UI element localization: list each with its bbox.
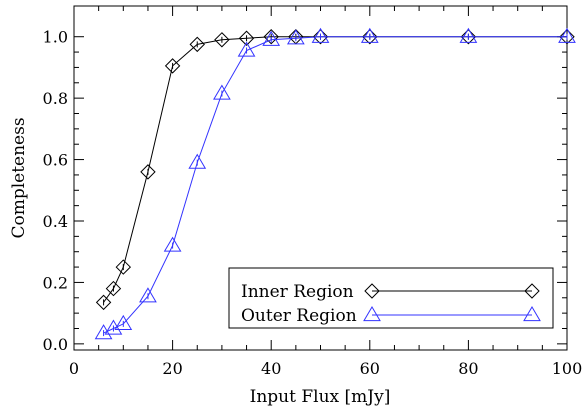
legend-marker-diamond bbox=[364, 283, 380, 299]
series-line bbox=[103, 36, 567, 334]
data-point-triangle bbox=[459, 27, 478, 43]
data-point-triangle bbox=[286, 29, 305, 45]
data-point-triangle bbox=[213, 84, 231, 100]
legend-box bbox=[228, 267, 554, 329]
data-point-triangle bbox=[104, 319, 123, 335]
data-point-diamond bbox=[312, 29, 329, 45]
series-layer bbox=[94, 27, 576, 340]
y-tick-label: 0.4 bbox=[43, 212, 68, 231]
y-tick-label: 1.0 bbox=[43, 28, 68, 47]
data-point-diamond bbox=[460, 29, 477, 45]
x-tick-label: 20 bbox=[162, 359, 182, 378]
y-tick-label: 0.0 bbox=[43, 335, 68, 354]
y-tick-label: 0.2 bbox=[43, 273, 68, 292]
x-axis-ticks: 0 20 40 60 80 100 bbox=[69, 6, 582, 378]
data-point-diamond bbox=[559, 29, 575, 45]
legend: Inner Region Outer Region bbox=[228, 267, 554, 329]
series-outer-region bbox=[94, 27, 576, 340]
legend-label: Inner Region bbox=[241, 282, 354, 302]
y-axis-ticks: 0.0 0.2 0.4 0.6 0.8 1.0 bbox=[43, 28, 567, 354]
data-point-triangle bbox=[188, 153, 207, 169]
data-point-diamond bbox=[105, 280, 122, 297]
data-point-diamond bbox=[164, 58, 181, 74]
x-tick-label: 0 bbox=[69, 359, 79, 378]
x-tick-label: 100 bbox=[552, 359, 583, 378]
y-tick-label: 0.8 bbox=[43, 89, 68, 108]
data-point-triangle bbox=[114, 314, 133, 330]
data-point-diamond bbox=[189, 36, 205, 53]
legend-marker-triangle bbox=[523, 306, 541, 322]
data-point-triangle bbox=[163, 236, 182, 252]
legend-label: Outer Region bbox=[241, 306, 357, 326]
data-point-triangle bbox=[311, 27, 330, 43]
y-axis-label: Completeness bbox=[9, 117, 29, 238]
data-point-triangle bbox=[94, 324, 113, 340]
data-point-triangle bbox=[262, 30, 281, 46]
series-line bbox=[103, 36, 567, 303]
data-point-diamond bbox=[263, 29, 279, 45]
data-point-diamond bbox=[214, 32, 230, 48]
x-tick-label: 40 bbox=[261, 359, 281, 378]
x-axis-label: Input Flux [mJy] bbox=[250, 387, 391, 407]
y-tick-label: 0.6 bbox=[43, 151, 68, 170]
data-point-triangle bbox=[558, 27, 576, 43]
data-point-diamond bbox=[238, 30, 255, 46]
data-point-diamond bbox=[115, 259, 132, 275]
series-inner-region bbox=[95, 29, 575, 311]
x-tick-label: 80 bbox=[458, 359, 478, 378]
data-point-diamond bbox=[140, 164, 156, 180]
data-point-triangle bbox=[237, 41, 256, 57]
legend-marker-diamond bbox=[524, 283, 540, 299]
data-point-diamond bbox=[95, 294, 112, 311]
legend-marker-triangle bbox=[363, 306, 381, 322]
data-point-triangle bbox=[360, 27, 379, 43]
data-point-diamond bbox=[362, 29, 378, 45]
x-tick-label: 60 bbox=[360, 359, 380, 378]
data-point-triangle bbox=[139, 287, 157, 303]
